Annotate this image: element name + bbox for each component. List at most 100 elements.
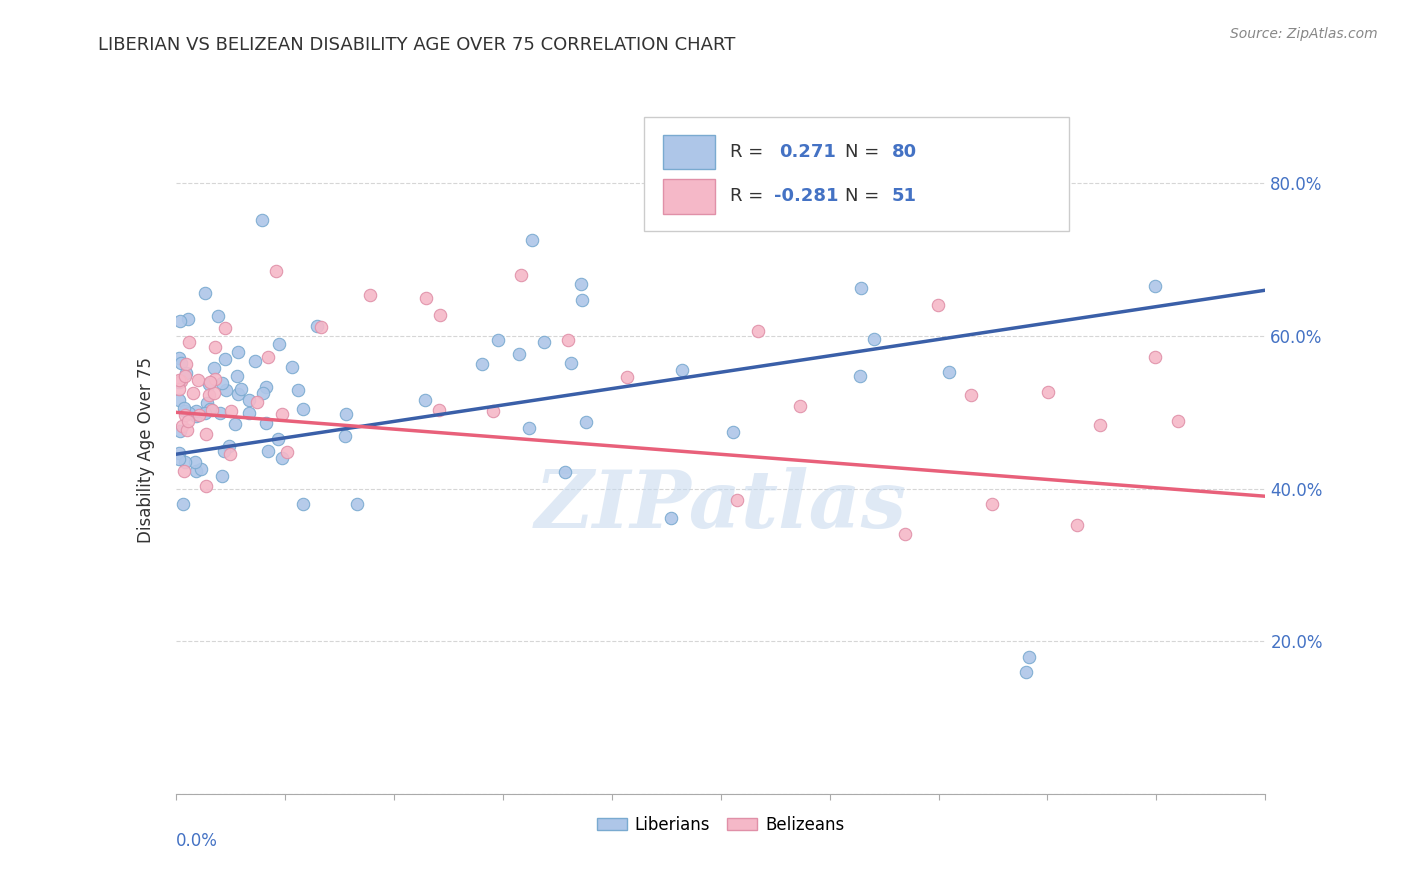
Point xyxy=(270,450,292,465)
Point xyxy=(557,333,579,347)
Point xyxy=(747,324,769,338)
Point xyxy=(224,417,246,432)
Point xyxy=(226,387,249,401)
Point xyxy=(195,396,218,410)
Point xyxy=(174,357,197,371)
Point xyxy=(172,497,194,511)
Point xyxy=(214,320,236,334)
Point xyxy=(169,392,191,407)
Point xyxy=(848,368,870,383)
Point xyxy=(219,447,242,461)
Point xyxy=(181,385,204,400)
Legend: Liberians, Belizeans: Liberians, Belizeans xyxy=(591,809,851,840)
Point xyxy=(335,407,357,421)
Point xyxy=(1144,350,1167,364)
Point xyxy=(170,356,193,370)
Point xyxy=(893,527,915,541)
Point xyxy=(1144,278,1167,293)
Point xyxy=(309,319,332,334)
Point xyxy=(257,443,280,458)
Text: 80: 80 xyxy=(891,143,917,161)
Point xyxy=(333,429,356,443)
Point xyxy=(218,439,240,453)
Point xyxy=(198,401,221,416)
Point xyxy=(981,497,1004,511)
Point xyxy=(173,408,195,422)
FancyBboxPatch shape xyxy=(644,118,1070,231)
Point xyxy=(201,403,224,417)
FancyBboxPatch shape xyxy=(662,179,716,213)
Point xyxy=(427,403,450,417)
Point xyxy=(429,308,451,322)
Point xyxy=(174,404,197,418)
Point xyxy=(725,493,748,508)
Point xyxy=(486,333,509,347)
Text: -0.281: -0.281 xyxy=(773,187,838,205)
Point xyxy=(616,370,638,384)
Point xyxy=(851,281,873,295)
Point xyxy=(177,406,200,420)
Point xyxy=(554,465,576,479)
Point xyxy=(211,376,233,390)
Point xyxy=(184,464,207,478)
Point xyxy=(938,365,960,379)
Point xyxy=(1018,649,1040,664)
Text: Source: ZipAtlas.com: Source: ZipAtlas.com xyxy=(1230,27,1378,41)
Point xyxy=(176,423,198,437)
Point xyxy=(271,407,294,421)
Point xyxy=(221,404,243,418)
Point xyxy=(250,212,273,227)
Point xyxy=(176,414,198,428)
Point xyxy=(214,384,236,398)
Point xyxy=(482,403,505,417)
Point xyxy=(254,416,277,430)
Point xyxy=(252,385,274,400)
Y-axis label: Disability Age Over 75: Disability Age Over 75 xyxy=(136,358,155,543)
Text: R =: R = xyxy=(730,143,769,161)
FancyBboxPatch shape xyxy=(662,135,716,169)
Point xyxy=(522,233,544,247)
Point xyxy=(243,354,266,368)
Point xyxy=(267,432,290,446)
Point xyxy=(208,406,231,420)
Point xyxy=(169,375,191,389)
Point xyxy=(172,419,194,434)
Point xyxy=(659,511,682,525)
Point xyxy=(1167,414,1189,428)
Point xyxy=(190,462,212,476)
Point xyxy=(269,337,291,351)
Point xyxy=(862,332,884,346)
Point xyxy=(231,382,253,396)
Point xyxy=(927,298,949,312)
Point xyxy=(194,479,217,493)
Point xyxy=(193,406,215,420)
Text: LIBERIAN VS BELIZEAN DISABILITY AGE OVER 75 CORRELATION CHART: LIBERIAN VS BELIZEAN DISABILITY AGE OVER… xyxy=(98,36,735,54)
Point xyxy=(226,368,249,383)
Point xyxy=(246,394,269,409)
Point xyxy=(169,452,191,467)
Point xyxy=(276,444,298,458)
Point xyxy=(1036,384,1059,399)
Point xyxy=(238,392,260,407)
Point xyxy=(671,363,693,377)
Point xyxy=(280,359,302,374)
Point xyxy=(571,293,593,307)
Text: 0.0%: 0.0% xyxy=(176,831,218,850)
Point xyxy=(207,309,229,323)
Point xyxy=(517,420,540,434)
Text: 0.271: 0.271 xyxy=(779,143,837,161)
Point xyxy=(211,469,233,483)
Point xyxy=(571,277,593,291)
Point xyxy=(226,345,249,359)
Point xyxy=(959,388,981,402)
Text: N =: N = xyxy=(845,187,879,205)
Point xyxy=(254,380,277,394)
Point xyxy=(174,367,197,381)
Point xyxy=(187,373,209,387)
Point xyxy=(508,347,530,361)
Point xyxy=(177,335,200,350)
Point xyxy=(202,361,225,376)
Point xyxy=(169,351,191,366)
Point xyxy=(266,264,288,278)
Point xyxy=(184,403,207,417)
